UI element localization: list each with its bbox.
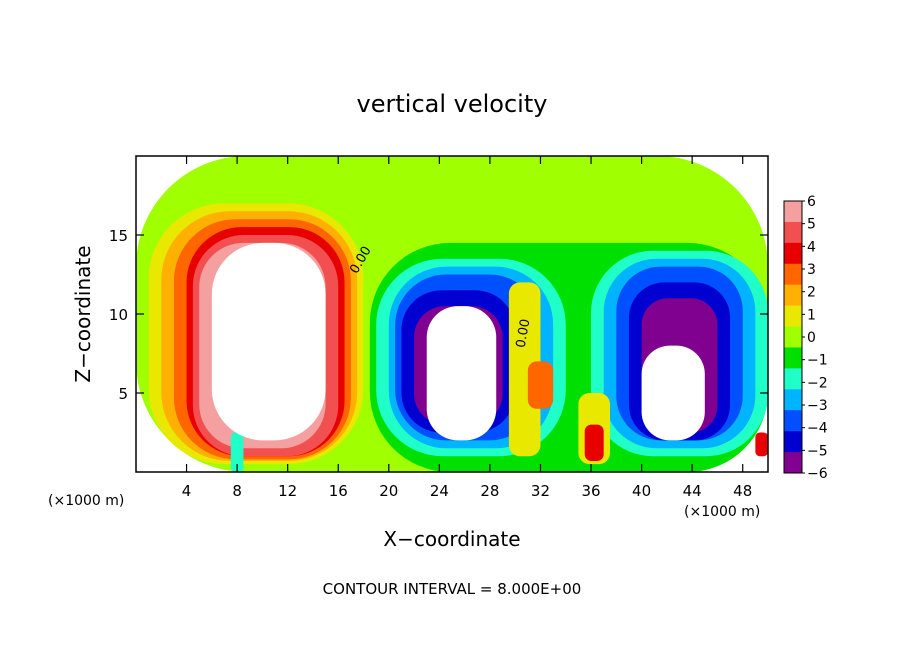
out-of-range-region bbox=[641, 345, 705, 441]
y-axis: 5 10 15 bbox=[109, 227, 768, 403]
x-tick-label: 16 bbox=[329, 482, 348, 500]
colorbar-swatch bbox=[784, 201, 802, 223]
colorbar-swatch bbox=[784, 368, 802, 390]
x-tick-label: 4 bbox=[182, 482, 192, 500]
y-tick-label: 5 bbox=[118, 385, 128, 403]
colorbar-label: 0 bbox=[807, 330, 816, 346]
x-tick-label: 44 bbox=[683, 482, 702, 500]
colorbar-swatch bbox=[784, 452, 802, 474]
colorbar-swatch bbox=[784, 305, 802, 328]
x-tick-label: 20 bbox=[379, 482, 398, 500]
x-axis: 4 8 12 16 20 24 28 32 36 40 44 48 bbox=[182, 156, 752, 500]
x-axis-title: X−coordinate bbox=[383, 527, 520, 551]
colorbar-swatch bbox=[784, 410, 802, 432]
y-tick-label: 10 bbox=[109, 306, 128, 324]
colorbar-label: −2 bbox=[807, 375, 828, 391]
colorbar-label: −3 bbox=[807, 398, 828, 414]
chart-title: vertical velocity bbox=[357, 90, 548, 118]
heatmap-field bbox=[136, 156, 768, 472]
x-tick-label: 36 bbox=[581, 482, 600, 500]
colorbar-label: −5 bbox=[807, 443, 828, 459]
colorbar-swatch bbox=[784, 431, 802, 453]
colorbar-swatch bbox=[784, 242, 802, 265]
x-tick-label: 24 bbox=[430, 482, 449, 500]
colorbar-label: 6 bbox=[807, 194, 816, 210]
colorbar-label: −1 bbox=[807, 353, 828, 369]
heatmap-cell bbox=[755, 432, 768, 457]
x-tick-label: 32 bbox=[531, 482, 550, 500]
out-of-range-region bbox=[211, 242, 326, 441]
contour-label: 0.00 bbox=[514, 318, 534, 349]
colorbar: 6 5 4 3 2 1 0 −1 −2 −3 −4 −5 −6 bbox=[783, 194, 828, 482]
colorbar-label: −6 bbox=[807, 466, 828, 482]
colorbar-label: 4 bbox=[807, 239, 816, 255]
colorbar-swatch bbox=[784, 221, 802, 244]
colorbar-swatch bbox=[784, 284, 802, 307]
colorbar-label: 1 bbox=[807, 307, 816, 323]
heatmap-cell bbox=[230, 432, 244, 472]
x-tick-label: 28 bbox=[480, 482, 499, 500]
colorbar-label: −4 bbox=[807, 421, 828, 437]
contour-interval-footer: CONTOUR INTERVAL = 8.000E+00 bbox=[323, 580, 582, 598]
x-tick-label: 48 bbox=[733, 482, 752, 500]
heatmap-cell bbox=[527, 361, 554, 409]
colorbar-swatch bbox=[784, 326, 802, 348]
heatmap-cell bbox=[508, 282, 541, 457]
x-unit-label-right: (×1000 m) bbox=[684, 504, 760, 520]
y-axis-title: Z−coordinate bbox=[71, 245, 95, 382]
y-tick-label: 15 bbox=[109, 227, 128, 245]
colorbar-swatch bbox=[784, 263, 802, 286]
colorbar-swatch bbox=[784, 347, 802, 369]
colorbar-label: 2 bbox=[807, 285, 816, 301]
colorbar-label: 3 bbox=[807, 262, 816, 278]
x-tick-label: 40 bbox=[632, 482, 651, 500]
colorbar-label: 5 bbox=[807, 217, 816, 233]
x-tick-label: 8 bbox=[232, 482, 242, 500]
heatmap-cell bbox=[584, 424, 604, 461]
x-tick-label: 12 bbox=[278, 482, 297, 500]
out-of-range-region bbox=[426, 306, 497, 441]
colorbar-swatch bbox=[784, 389, 802, 411]
x-unit-label-left: (×1000 m) bbox=[48, 493, 124, 509]
